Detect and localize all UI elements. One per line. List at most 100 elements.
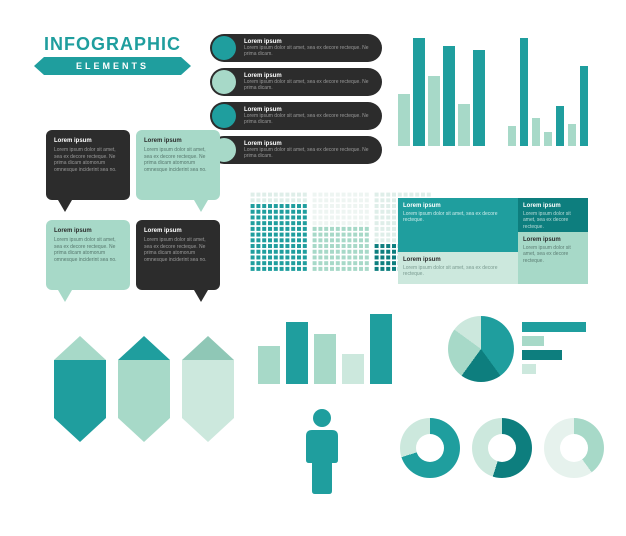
banner-title: Lorem ipsum <box>523 203 583 209</box>
bar <box>458 104 470 146</box>
bar <box>520 38 528 146</box>
pie-chart <box>448 316 514 382</box>
bar-chart-mid <box>258 310 408 384</box>
bar-chart-top-left <box>398 36 488 146</box>
bar <box>508 126 516 146</box>
arrow-up-icon <box>182 336 234 360</box>
speech-title: Lorem ipsum <box>144 138 212 144</box>
donut-hole <box>560 434 588 462</box>
banner-block: Lorem ipsum Lorem ipsum dolor sit amet, … <box>518 198 588 232</box>
pill-list: Lorem ipsum Lorem ipsum dolor sit amet, … <box>210 34 382 170</box>
arrow-down-icon <box>118 418 170 442</box>
bar <box>370 314 392 384</box>
pill-item: Lorem ipsum Lorem ipsum dolor sit amet, … <box>210 68 382 96</box>
arrow-body <box>118 360 170 418</box>
bar <box>428 76 440 146</box>
pill-text: Lorem ipsum dolor sit amet, sea ex decor… <box>244 45 370 57</box>
arrow-up-icon <box>54 336 106 360</box>
bar <box>580 66 588 146</box>
speech-bubble: Lorem ipsum Lorem ipsum dolor sit amet, … <box>136 130 220 200</box>
banner-block: Lorem ipsum Lorem ipsum dolor sit amet, … <box>398 252 518 284</box>
pill-body: Lorem ipsum Lorem ipsum dolor sit amet, … <box>236 70 380 94</box>
hbar <box>522 350 562 360</box>
arrow-body <box>182 360 234 418</box>
arrow-up-icon <box>118 336 170 360</box>
speech-tail-icon <box>58 290 72 302</box>
banner-text: Lorem ipsum dolor sit amet, sea ex decor… <box>403 211 513 224</box>
speech-text: Lorem ipsum dolor sit amet, sea ex decor… <box>54 237 122 263</box>
arrow-body <box>54 360 106 418</box>
pill-text: Lorem ipsum dolor sit amet, sea ex decor… <box>244 113 370 125</box>
pill-text: Lorem ipsum dolor sit amet, sea ex decor… <box>244 79 370 91</box>
hbar <box>522 322 586 332</box>
title-ribbon: ELEMENTS <box>44 57 181 75</box>
person-svg <box>298 408 346 494</box>
pill-dot-icon <box>212 70 236 94</box>
speech-title: Lorem ipsum <box>54 228 122 234</box>
pill-item: Lorem ipsum Lorem ipsum dolor sit amet, … <box>210 102 382 130</box>
arrow-down-icon <box>54 418 106 442</box>
arrow-shape <box>182 336 234 442</box>
speech-tail-icon <box>194 200 208 212</box>
arrow-shape <box>54 336 106 442</box>
bar <box>443 46 455 146</box>
donut-charts <box>400 418 604 478</box>
speech-bubble: Lorem ipsum Lorem ipsum dolor sit amet, … <box>46 220 130 290</box>
banner-title: Lorem ipsum <box>403 257 513 263</box>
donut <box>472 418 532 478</box>
speech-text: Lorem ipsum dolor sit amet, sea ex decor… <box>54 147 122 173</box>
bar <box>544 132 552 146</box>
speech-title: Lorem ipsum <box>54 138 122 144</box>
donut-hole <box>488 434 516 462</box>
bar <box>568 124 576 146</box>
dot-panel <box>312 192 370 272</box>
pill-body: Lorem ipsum Lorem ipsum dolor sit amet, … <box>236 104 380 128</box>
pill-text: Lorem ipsum dolor sit amet, sea ex decor… <box>244 147 370 159</box>
banner-title: Lorem ipsum <box>523 237 583 243</box>
bar <box>532 118 540 146</box>
pill-item: Lorem ipsum Lorem ipsum dolor sit amet, … <box>210 34 382 62</box>
title-main: INFOGRAPHIC <box>44 34 181 55</box>
bar-chart-top-right <box>508 36 586 146</box>
pill-dot-icon <box>212 104 236 128</box>
arrow-down-icon <box>182 418 234 442</box>
banner-title: Lorem ipsum <box>403 203 513 209</box>
pill-item: Lorem ipsum Lorem ipsum dolor sit amet, … <box>210 136 382 164</box>
pill-body: Lorem ipsum Lorem ipsum dolor sit amet, … <box>236 36 380 60</box>
block-banner: Lorem ipsum Lorem ipsum dolor sit amet, … <box>398 198 588 284</box>
bar <box>258 346 280 384</box>
speech-title: Lorem ipsum <box>144 228 212 234</box>
bar <box>413 38 425 146</box>
arrow-shape <box>118 336 170 442</box>
speech-text: Lorem ipsum dolor sit amet, sea ex decor… <box>144 237 212 263</box>
banner-block: Lorem ipsum Lorem ipsum dolor sit amet, … <box>518 232 588 284</box>
speech-tail-icon <box>58 200 72 212</box>
bar <box>398 94 410 146</box>
donut <box>544 418 604 478</box>
bar <box>314 334 336 384</box>
speech-bubble: Lorem ipsum Lorem ipsum dolor sit amet, … <box>136 220 220 290</box>
bar <box>286 322 308 384</box>
title-sub: ELEMENTS <box>48 57 177 75</box>
arrow-shapes <box>54 336 234 442</box>
banner-block: Lorem ipsum Lorem ipsum dolor sit amet, … <box>398 198 518 252</box>
bar <box>342 354 364 384</box>
hbar <box>522 364 536 374</box>
person-icon <box>298 408 346 499</box>
donut-hole <box>416 434 444 462</box>
donut <box>400 418 460 478</box>
title-block: INFOGRAPHIC ELEMENTS <box>44 34 181 75</box>
dot-panel <box>250 192 308 272</box>
speech-bubble: Lorem ipsum Lorem ipsum dolor sit amet, … <box>46 130 130 200</box>
pill-dot-icon <box>212 36 236 60</box>
speech-text: Lorem ipsum dolor sit amet, sea ex decor… <box>144 147 212 173</box>
pill-body: Lorem ipsum Lorem ipsum dolor sit amet, … <box>236 138 380 162</box>
horizontal-bars <box>522 322 586 378</box>
banner-text: Lorem ipsum dolor sit amet, sea ex decor… <box>523 245 583 264</box>
hbar <box>522 336 544 346</box>
bar <box>556 106 564 146</box>
banner-text: Lorem ipsum dolor sit amet, sea ex decor… <box>403 265 513 278</box>
bar <box>473 50 485 146</box>
banner-text: Lorem ipsum dolor sit amet, sea ex decor… <box>523 211 583 230</box>
speech-tail-icon <box>194 290 208 302</box>
